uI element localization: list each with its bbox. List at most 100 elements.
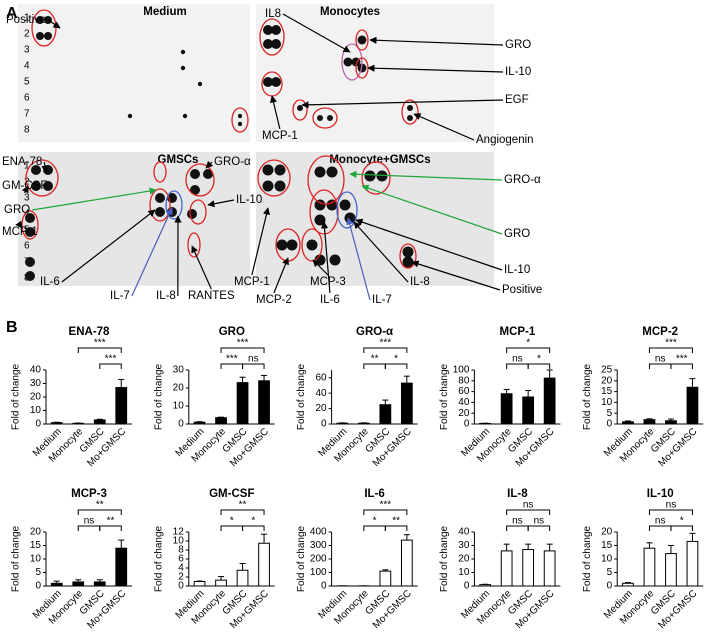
y-tick-label: 0: [464, 581, 470, 592]
spot: [306, 239, 318, 251]
y-tick-label: 0: [35, 419, 41, 430]
bar: [336, 422, 349, 425]
bar: [543, 550, 556, 587]
bar: [522, 396, 535, 425]
significance-bracket: [506, 509, 551, 515]
arrow: [282, 13, 351, 53]
arrow: [61, 209, 156, 283]
significance-bracket: [77, 509, 122, 515]
arrow: [270, 95, 281, 130]
y-axis-label: Fold of change: [11, 363, 22, 430]
spot: [180, 65, 186, 71]
spot-outline: [153, 161, 167, 183]
arrow: [320, 221, 331, 294]
spot: [203, 169, 213, 179]
row-number: 8: [24, 125, 30, 136]
significance-bracket: [506, 525, 529, 531]
spot-outline: [401, 99, 419, 125]
significance-bracket: [242, 363, 265, 369]
spot: [43, 181, 53, 191]
blot-title: Medium: [143, 6, 186, 18]
annotation: ENA-78: [2, 156, 42, 168]
bar: [479, 422, 492, 425]
significance-label: **: [239, 500, 247, 511]
chart-title: MCP-1: [500, 326, 536, 338]
bar: [379, 570, 392, 587]
y-axis-label: Fold of change: [153, 525, 164, 592]
spot: [44, 16, 52, 24]
bar: [622, 421, 634, 425]
arrow: [131, 207, 173, 297]
spot-outline: [399, 243, 417, 269]
spot: [274, 164, 286, 176]
y-tick-label: 400: [310, 527, 327, 538]
annotation: MCP-1: [234, 276, 270, 288]
arrow: [21, 185, 29, 194]
y-tick-label: 40: [458, 527, 470, 538]
spot-outline: [185, 163, 215, 197]
annotation: MCP-3: [310, 276, 346, 288]
blot: [18, 152, 250, 286]
y-tick-label: 20: [601, 527, 613, 538]
significance-bracket: [670, 363, 693, 369]
y-tick-label: 0: [178, 419, 184, 430]
significance-label: ***: [237, 338, 249, 349]
spot: [364, 170, 376, 182]
y-tick-label: 100: [453, 365, 470, 376]
arrow: [251, 207, 270, 276]
y-tick-label: 60: [458, 386, 470, 397]
annotation: IL-7: [372, 294, 392, 306]
significance-bracket: [363, 347, 408, 353]
row-number: 1: [24, 13, 30, 24]
spot: [25, 227, 35, 237]
significance-label: ***: [676, 354, 688, 365]
bar: [479, 584, 492, 587]
significance-bracket: [527, 363, 551, 369]
significance-label: ns: [84, 516, 95, 527]
spot-outline: [361, 161, 391, 195]
annotation: IL-10: [236, 194, 262, 206]
y-tick-label: 6: [178, 554, 184, 565]
row-number: 1: [24, 161, 30, 172]
bar: [236, 569, 249, 587]
y-tick-label: 30: [173, 365, 185, 376]
y-tick-label: 4: [178, 563, 184, 574]
y-tick-label: 0: [607, 581, 613, 592]
y-axis-label: Fold of change: [11, 525, 22, 592]
spot: [271, 39, 281, 49]
significance-label: ***: [380, 338, 392, 349]
bar: [686, 540, 699, 587]
arrow: [369, 36, 504, 46]
y-tick-label: 15: [601, 386, 613, 397]
arrow: [361, 184, 503, 235]
bar: [357, 422, 370, 425]
y-tick-label: 20: [458, 408, 470, 419]
significance-bracket: [670, 525, 693, 531]
spot: [286, 239, 298, 251]
significance-label: **: [371, 354, 379, 365]
annotation: IL-6: [320, 294, 340, 306]
spot: [271, 77, 281, 87]
bar: [522, 549, 535, 587]
bar: [93, 581, 106, 587]
y-tick-label: 15: [601, 540, 613, 551]
arrow: [411, 260, 501, 291]
spot: [263, 39, 273, 49]
y-tick-label: 20: [173, 383, 185, 394]
significance-bracket: [220, 509, 265, 515]
bar: [665, 553, 677, 587]
arrow: [273, 257, 289, 294]
y-tick-label: 200: [310, 554, 327, 565]
significance-bracket: [99, 525, 122, 531]
significance-label: *: [394, 354, 398, 365]
chart-title: GRO: [219, 326, 245, 338]
spot: [407, 105, 413, 111]
bar: [500, 393, 513, 425]
chart-title: MCP-3: [71, 488, 107, 500]
y-tick-label: 0: [35, 581, 41, 592]
significance-label: *: [537, 354, 541, 365]
significance-bracket: [648, 525, 672, 531]
annotation: IL-10: [505, 66, 531, 78]
significance-bracket: [363, 509, 408, 515]
bar: [50, 582, 63, 587]
